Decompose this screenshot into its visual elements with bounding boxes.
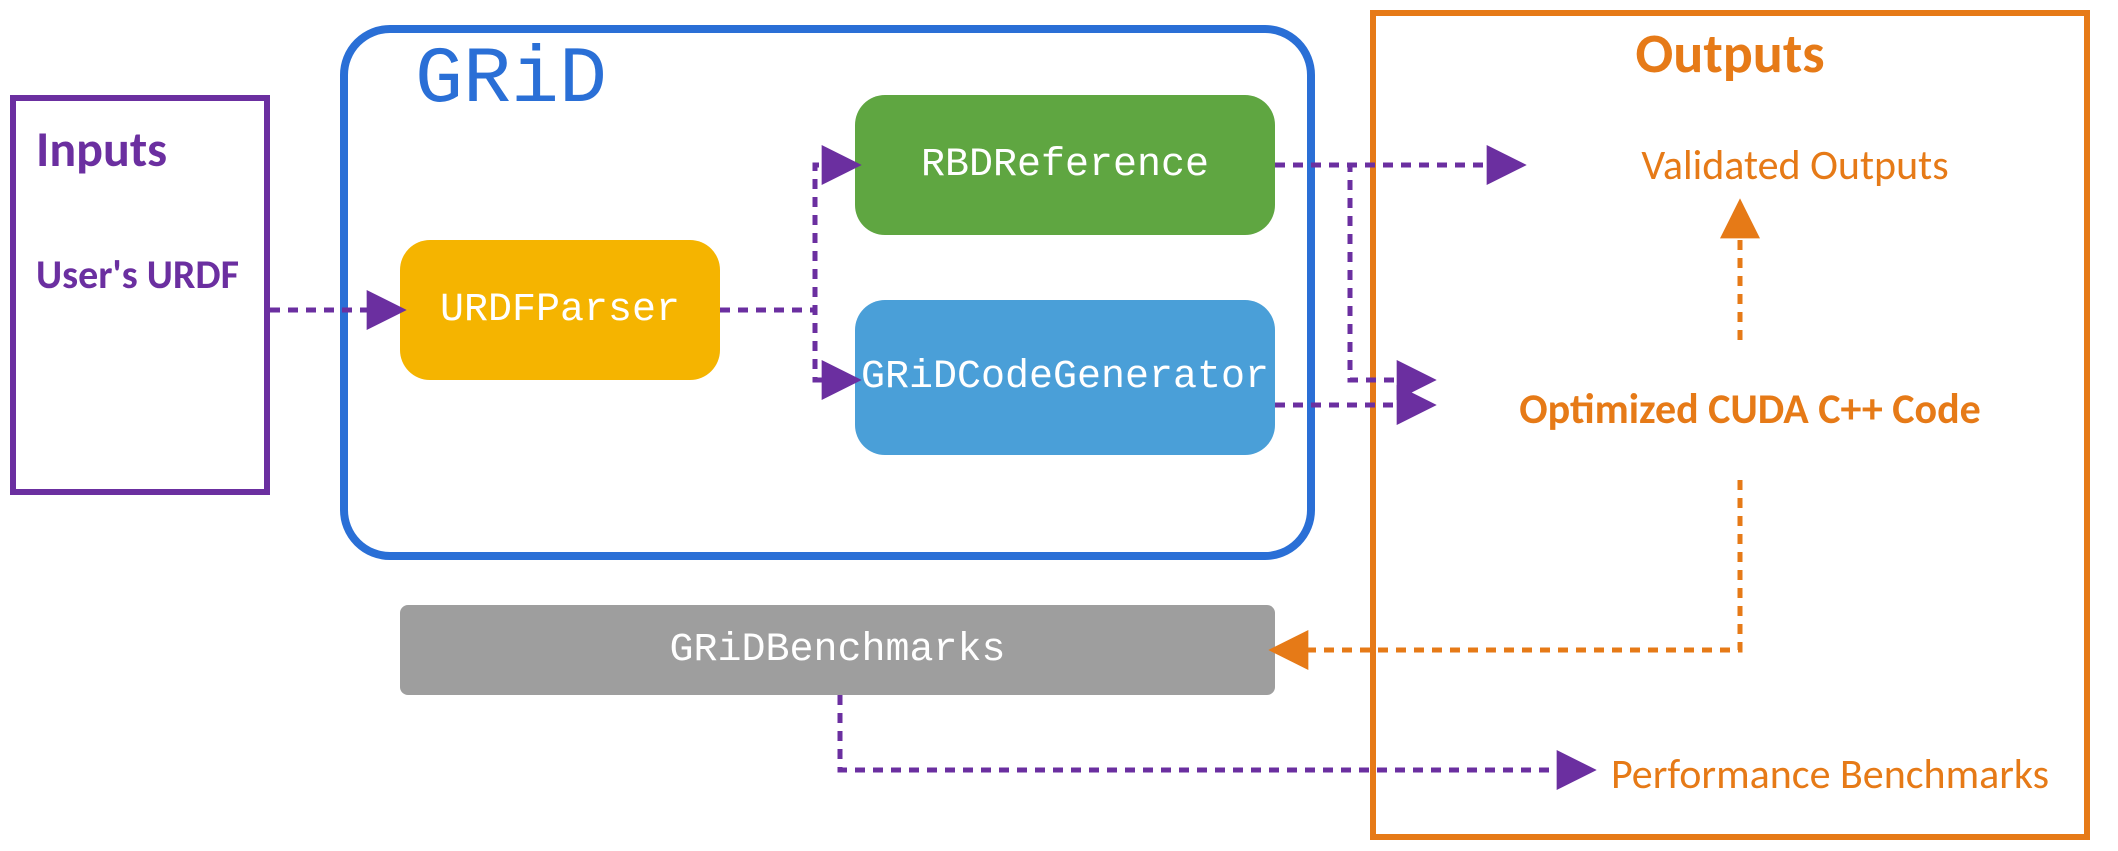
gridbenchmarks-node: GRiDBenchmarks <box>400 605 1275 695</box>
validated-outputs-label: Validated Outputs <box>1530 135 2060 195</box>
gridbenchmarks-label: GRiDBenchmarks <box>669 628 1005 673</box>
gridcodegen-node: GRiDCodeGenerator <box>855 300 1275 455</box>
performance-benchmarks-label: Performance Benchmarks <box>1600 720 2060 830</box>
gridcodegen-label: GRiDCodeGenerator <box>861 355 1269 400</box>
rbdreference-node: RBDReference <box>855 95 1275 235</box>
outputs-title: Outputs <box>1370 20 2090 88</box>
inputs-title: Inputs <box>36 119 167 180</box>
urdfparser-label: URDFParser <box>440 288 680 333</box>
inputs-label: User's URDF <box>36 250 239 300</box>
rbdreference-label: RBDReference <box>921 143 1209 188</box>
grid-title: GRiD <box>415 35 607 126</box>
inputs-container: Inputs User's URDF <box>10 95 270 495</box>
urdfparser-node: URDFParser <box>400 240 720 380</box>
optimized-cuda-label: Optimized CUDA C++ Code <box>1430 350 2070 470</box>
